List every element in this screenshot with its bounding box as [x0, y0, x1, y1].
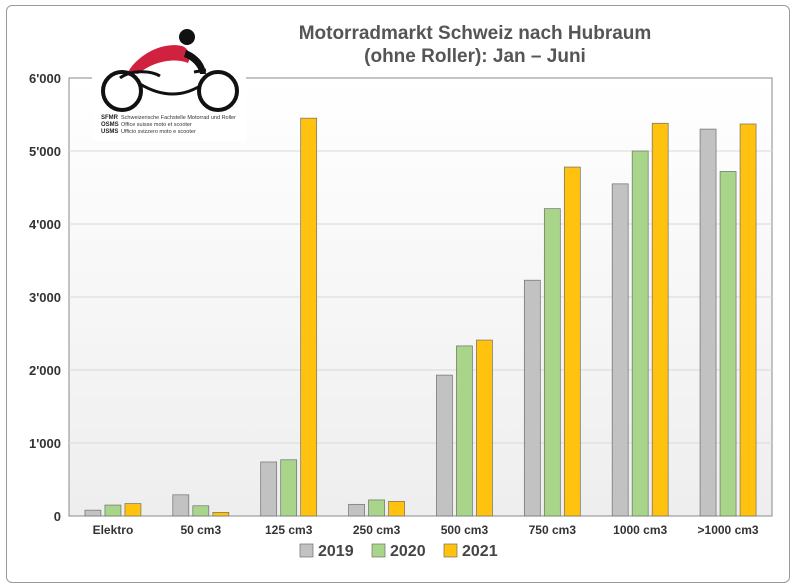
bar — [631, 150, 649, 517]
logo-name-3: Ufficio svizzero moto e scooter — [121, 129, 196, 135]
bar — [388, 501, 405, 517]
bar — [84, 509, 102, 517]
y-axis-ticks: 0 1'000 2'000 3'000 4'000 5'000 6'000 — [29, 71, 61, 524]
x-tick-label: 50 cm3 — [180, 523, 221, 537]
legend-swatch — [299, 543, 314, 558]
y-tick-label: 5'000 — [29, 144, 61, 159]
x-tick-label: 750 cm3 — [529, 523, 577, 537]
bar — [260, 461, 278, 517]
bar — [192, 505, 210, 517]
chart-title-line-1: Motorradmarkt Schweiz nach Hubraum — [299, 23, 652, 44]
legend: 2019 2020 2021 — [299, 543, 498, 560]
y-tick-label: 6'000 — [29, 71, 61, 86]
bar — [699, 128, 717, 517]
legend-label: 2021 — [462, 543, 498, 560]
bar — [104, 504, 122, 517]
y-tick-label: 3'000 — [29, 290, 61, 305]
bar — [124, 503, 142, 517]
x-tick-label: 1000 cm3 — [613, 523, 667, 537]
bar — [719, 171, 737, 517]
legend-swatch — [371, 543, 386, 558]
bar — [563, 166, 581, 517]
bar — [348, 503, 365, 517]
x-tick-label: >1000 cm3 — [698, 523, 759, 537]
y-tick-label: 1'000 — [29, 436, 61, 451]
bar — [476, 339, 493, 517]
motorcycle-rider-icon — [101, 29, 239, 112]
logo-name-2: Office suisse moto et scooter — [121, 122, 192, 128]
bar — [739, 123, 757, 517]
bar — [436, 374, 453, 517]
logo-abbr-2: OSMS — [101, 122, 119, 128]
bars — [84, 117, 757, 517]
x-tick-label: 125 cm3 — [265, 523, 313, 537]
bar — [300, 117, 318, 517]
bar — [543, 208, 561, 517]
bar — [523, 279, 541, 517]
logo-text-rows: SFMR Schweizerische Fachstelle Motorrad … — [101, 115, 236, 135]
bar — [368, 499, 385, 517]
y-tick-label: 0 — [54, 509, 61, 524]
y-tick-label: 2'000 — [29, 363, 61, 378]
x-axis-labels: Elektro 50 cm3 125 cm3 250 cm3 500 cm3 750 cm… — [93, 523, 759, 537]
x-tick-label: Elektro — [93, 523, 134, 537]
x-tick-label: 250 cm3 — [353, 523, 401, 537]
legend-label: 2020 — [390, 543, 426, 560]
bar — [280, 459, 298, 517]
bar — [611, 183, 629, 517]
bar — [212, 511, 230, 517]
logo-abbr-3: USMS — [101, 129, 118, 135]
logo-name-1: Schweizerische Fachstelle Motorrad und R… — [121, 115, 236, 121]
sfmr-logo: SFMR Schweizerische Fachstelle Motorrad … — [92, 20, 246, 141]
bar — [651, 122, 669, 517]
logo-background — [92, 20, 246, 141]
bar — [172, 494, 190, 517]
x-tick-label: 500 cm3 — [441, 523, 489, 537]
legend-label: 2019 — [318, 543, 354, 560]
bar — [456, 345, 473, 517]
logo-abbr-1: SFMR — [101, 115, 119, 121]
chart-title-line-2: (ohne Roller): Jan – Juni — [364, 46, 586, 67]
legend-swatch — [443, 543, 458, 558]
y-tick-label: 4'000 — [29, 217, 61, 232]
